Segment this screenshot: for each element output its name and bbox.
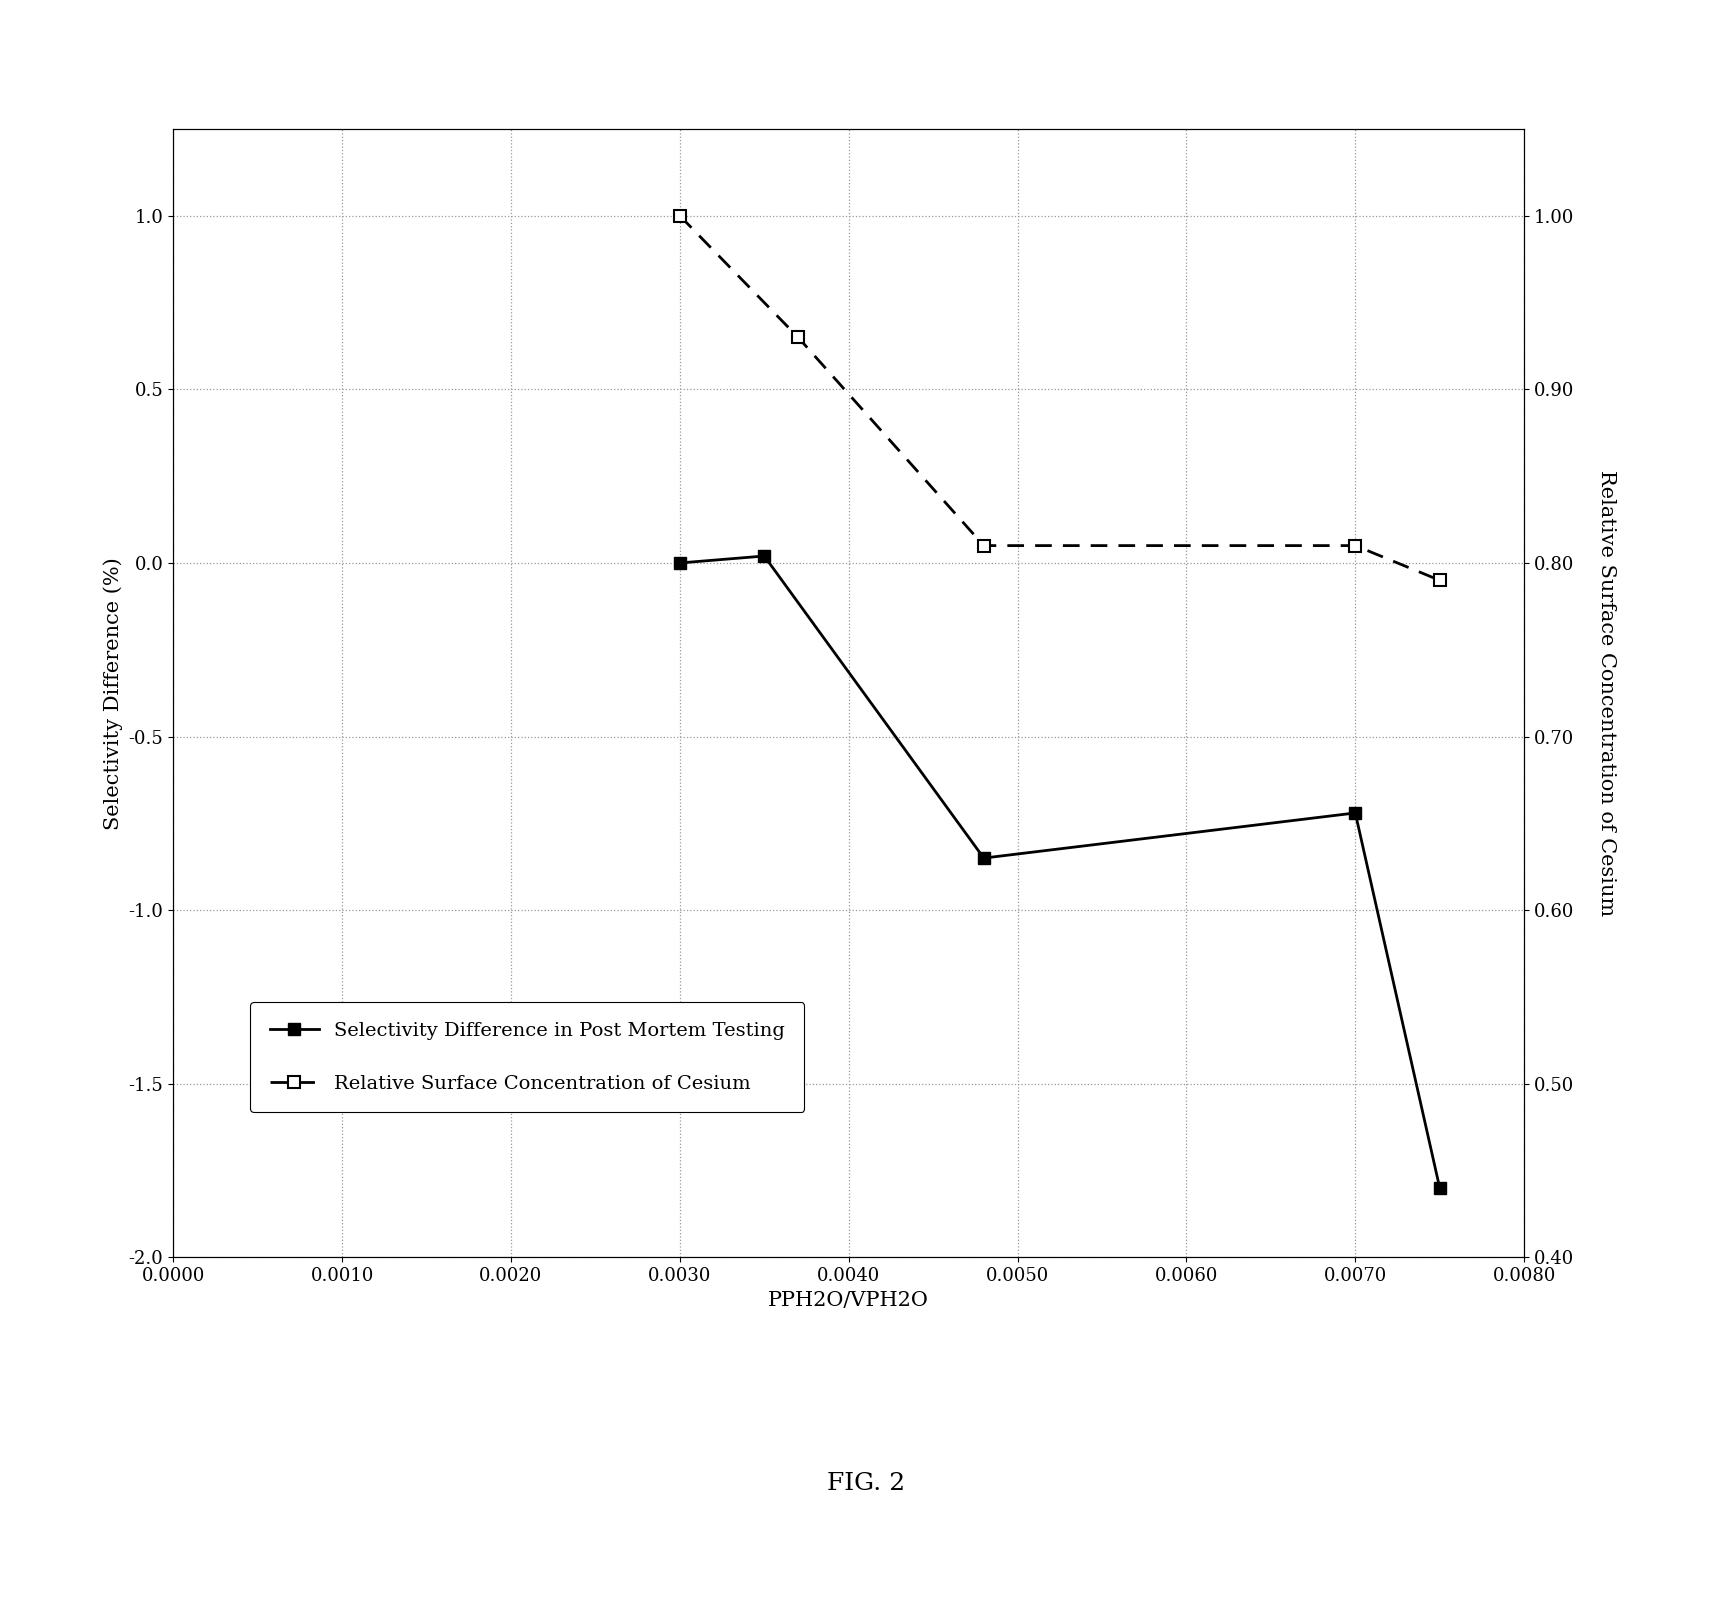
Line: Selectivity Difference in Post Mortem Testing: Selectivity Difference in Post Mortem Te… <box>674 550 1446 1194</box>
Selectivity Difference in Post Mortem Testing <box>753 546 774 566</box>
Text: FIG. 2: FIG. 2 <box>826 1472 906 1494</box>
Selectivity Difference in Post Mortem Testing <box>973 848 994 867</box>
Relative Surface Concentration of Cesium <box>1429 571 1450 590</box>
Relative Surface Concentration of Cesium <box>1344 535 1365 555</box>
Y-axis label: Selectivity Difference (%): Selectivity Difference (%) <box>104 556 123 830</box>
Selectivity Difference in Post Mortem Testing <box>1429 1178 1450 1198</box>
Relative Surface Concentration of Cesium <box>973 535 994 555</box>
Y-axis label: Relative Surface Concentration of Cesium: Relative Surface Concentration of Cesium <box>1597 471 1616 916</box>
Selectivity Difference in Post Mortem Testing <box>669 553 689 572</box>
X-axis label: PPH2O/VPH2O: PPH2O/VPH2O <box>769 1291 928 1309</box>
Relative Surface Concentration of Cesium <box>788 327 809 347</box>
Selectivity Difference in Post Mortem Testing <box>1344 803 1365 822</box>
Legend: Selectivity Difference in Post Mortem Testing, Relative Surface Concentration of: Selectivity Difference in Post Mortem Te… <box>251 1003 804 1112</box>
Line: Relative Surface Concentration of Cesium: Relative Surface Concentration of Cesium <box>674 210 1446 587</box>
Relative Surface Concentration of Cesium <box>669 206 689 226</box>
